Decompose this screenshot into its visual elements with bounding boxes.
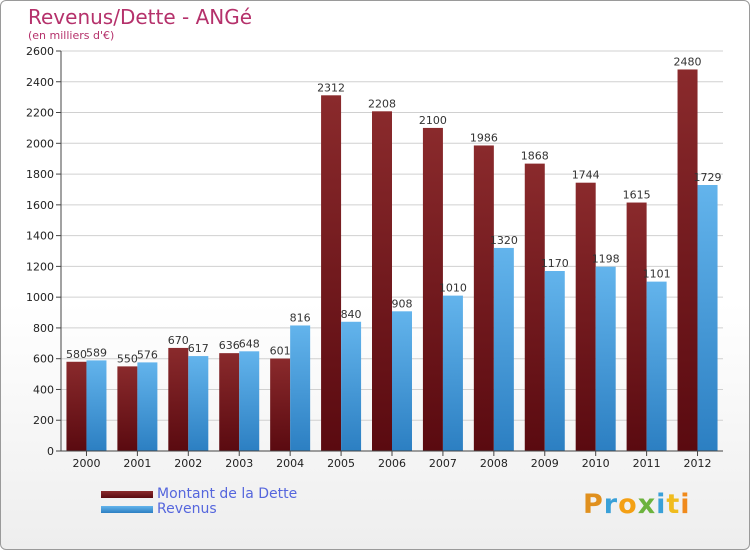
y-tick-label: 2000 bbox=[26, 137, 54, 150]
proxiti-logo: Proxiti bbox=[583, 489, 691, 520]
bar-debt bbox=[117, 366, 138, 451]
y-tick-label: 1200 bbox=[26, 260, 54, 273]
logo-letter: o bbox=[618, 489, 638, 520]
x-tick-label: 2008 bbox=[480, 457, 508, 470]
logo-letter: r bbox=[603, 489, 619, 520]
data-label-revenue: 1729 bbox=[694, 171, 722, 184]
logo-letter: i bbox=[656, 489, 667, 520]
y-tick-label: 1600 bbox=[26, 199, 54, 212]
chart-subtitle: (en milliers d'€) bbox=[28, 29, 115, 42]
x-tick-label: 2003 bbox=[225, 457, 253, 470]
x-tick-label: 2001 bbox=[123, 457, 151, 470]
data-label-debt: 601 bbox=[270, 345, 291, 358]
data-label-debt: 1868 bbox=[521, 150, 549, 163]
legend-label-debt: Montant de la Dette bbox=[157, 486, 298, 502]
y-tick-label: 200 bbox=[33, 414, 54, 427]
x-tick-label: 2005 bbox=[327, 457, 355, 470]
data-label-debt: 2480 bbox=[674, 55, 702, 68]
x-tick-label: 2011 bbox=[633, 457, 661, 470]
x-tick-label: 2000 bbox=[72, 457, 100, 470]
data-label-revenue: 1170 bbox=[541, 257, 569, 270]
bar-revenue bbox=[544, 271, 565, 451]
bar-debt bbox=[473, 145, 494, 451]
logo-letter: t bbox=[666, 489, 681, 520]
y-tick-label: 1000 bbox=[26, 291, 54, 304]
bar-revenue bbox=[86, 360, 107, 451]
data-label-debt: 1744 bbox=[572, 169, 600, 182]
data-label-revenue: 816 bbox=[290, 311, 311, 324]
data-label-revenue: 589 bbox=[86, 346, 107, 359]
bar-revenue bbox=[646, 281, 667, 451]
data-label-debt: 580 bbox=[66, 348, 87, 361]
y-tick-label: 0 bbox=[47, 445, 54, 458]
logo-letter: P bbox=[583, 489, 604, 520]
bar-debt bbox=[168, 347, 189, 451]
data-label-revenue: 576 bbox=[137, 348, 158, 361]
x-tick-label: 2012 bbox=[684, 457, 712, 470]
y-tick-label: 2400 bbox=[26, 76, 54, 89]
bar-debt bbox=[677, 69, 698, 451]
y-tick-label: 400 bbox=[33, 383, 54, 396]
bar-revenue bbox=[137, 362, 158, 451]
bar-revenue bbox=[341, 321, 362, 451]
data-label-revenue: 1101 bbox=[643, 268, 671, 281]
bar-debt bbox=[372, 111, 392, 452]
data-label-debt: 2100 bbox=[419, 114, 447, 127]
bar-debt bbox=[321, 95, 342, 452]
data-label-debt: 2312 bbox=[317, 81, 345, 94]
x-tick-label: 2006 bbox=[378, 457, 406, 470]
bar-debt bbox=[66, 361, 87, 451]
legend-swatch-debt bbox=[101, 491, 153, 498]
bar-revenue bbox=[493, 247, 514, 451]
chart-title: Revenus/Dette - ANGé bbox=[28, 5, 253, 29]
legend-label-revenue: Revenus bbox=[157, 501, 217, 517]
bar-debt bbox=[270, 358, 291, 451]
bar-revenue bbox=[392, 311, 412, 451]
bar-debt bbox=[422, 127, 443, 451]
bar-revenue bbox=[697, 185, 718, 451]
bar-revenue bbox=[442, 295, 463, 451]
data-label-revenue: 1320 bbox=[490, 234, 518, 247]
y-tick-label: 2600 bbox=[26, 45, 54, 58]
data-label-revenue: 648 bbox=[239, 337, 260, 350]
data-label-revenue: 1198 bbox=[592, 253, 620, 266]
x-tick-label: 2004 bbox=[276, 457, 304, 470]
data-label-debt: 1615 bbox=[623, 189, 651, 202]
data-label-debt: 550 bbox=[117, 352, 138, 365]
y-tick-label: 800 bbox=[33, 322, 54, 335]
x-tick-label: 2009 bbox=[531, 457, 559, 470]
data-label-revenue: 617 bbox=[188, 342, 209, 355]
bar-revenue bbox=[290, 325, 311, 451]
bar-revenue bbox=[188, 356, 209, 451]
data-label-debt: 1986 bbox=[470, 131, 498, 144]
data-label-revenue: 840 bbox=[341, 308, 362, 321]
y-tick-label: 2200 bbox=[26, 107, 54, 120]
x-tick-label: 2007 bbox=[429, 457, 457, 470]
bar-revenue bbox=[239, 351, 260, 451]
bar-debt bbox=[575, 182, 596, 451]
data-label-revenue: 908 bbox=[392, 297, 413, 310]
y-tick-label: 600 bbox=[33, 353, 54, 366]
bar-debt bbox=[626, 202, 647, 451]
logo-letter: i bbox=[680, 489, 691, 520]
legend-swatch-revenue bbox=[101, 506, 153, 513]
bar-debt bbox=[219, 353, 240, 451]
bar-debt bbox=[524, 163, 545, 451]
data-label-debt: 636 bbox=[219, 339, 240, 352]
data-label-revenue: 1010 bbox=[439, 282, 467, 295]
y-tick-label: 1400 bbox=[26, 230, 54, 243]
logo-letter: x bbox=[637, 489, 657, 520]
x-tick-label: 2002 bbox=[174, 457, 202, 470]
data-label-debt: 670 bbox=[168, 334, 189, 347]
bar-revenue bbox=[595, 266, 616, 451]
x-tick-label: 2010 bbox=[582, 457, 610, 470]
data-label-debt: 2208 bbox=[368, 97, 396, 110]
y-tick-label: 1800 bbox=[26, 168, 54, 181]
